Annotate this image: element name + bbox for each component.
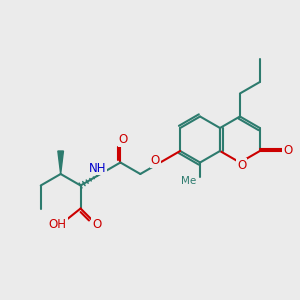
Polygon shape <box>58 151 64 174</box>
Text: NH: NH <box>89 161 106 175</box>
Text: O: O <box>283 145 292 158</box>
Text: OH: OH <box>49 218 67 231</box>
Text: O: O <box>92 218 101 231</box>
Text: O: O <box>151 154 160 167</box>
Text: O: O <box>119 133 128 146</box>
Text: Me: Me <box>181 176 196 187</box>
Text: O: O <box>237 159 247 172</box>
